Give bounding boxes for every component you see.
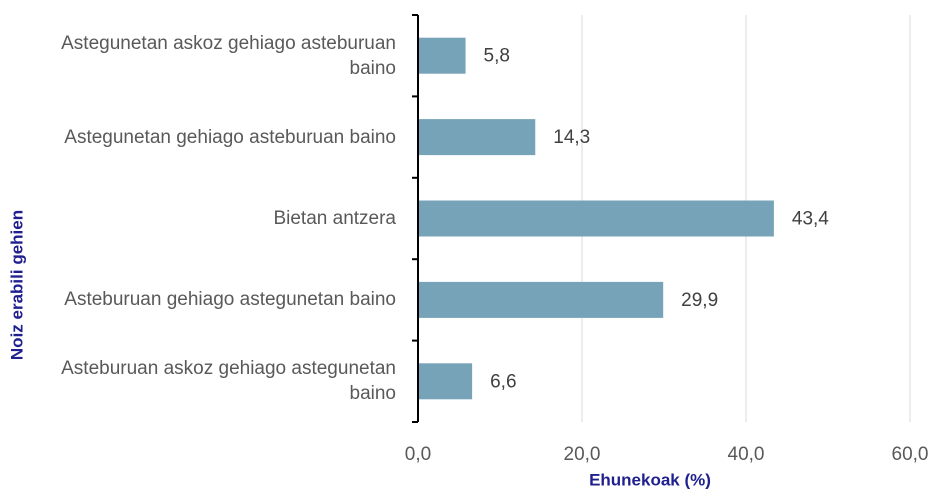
value-label: 6,6 (490, 371, 516, 392)
x-axis-title: Ehunekoak (%) (589, 470, 711, 489)
x-tick-label: 20,0 (564, 444, 601, 465)
bar (418, 37, 466, 74)
x-tick-label: 0,0 (405, 444, 431, 465)
value-label: 43,4 (792, 209, 829, 230)
value-label: 14,3 (553, 127, 590, 148)
x-tick-label: 60,0 (892, 444, 929, 465)
y-tick-label: Asteburuan askoz gehiago astegunetan bai… (61, 358, 396, 405)
bar (418, 281, 664, 318)
y-tick-label: Bietan antzera (273, 207, 396, 229)
y-tick-label: Asteburuan gehiago astegunetan baino (64, 289, 396, 311)
y-tick-label: Astegunetan askoz gehiago asteburuan bai… (61, 32, 396, 79)
value-label: 29,9 (681, 290, 718, 311)
y-tick-label: Astegunetan gehiago asteburuan baino (64, 126, 396, 148)
y-axis-title: Noiz erabili gehien (7, 210, 26, 360)
bar (418, 200, 774, 237)
value-label: 5,8 (484, 46, 510, 67)
bar (418, 119, 536, 156)
bar (418, 363, 473, 400)
x-tick-label: 40,0 (728, 444, 765, 465)
